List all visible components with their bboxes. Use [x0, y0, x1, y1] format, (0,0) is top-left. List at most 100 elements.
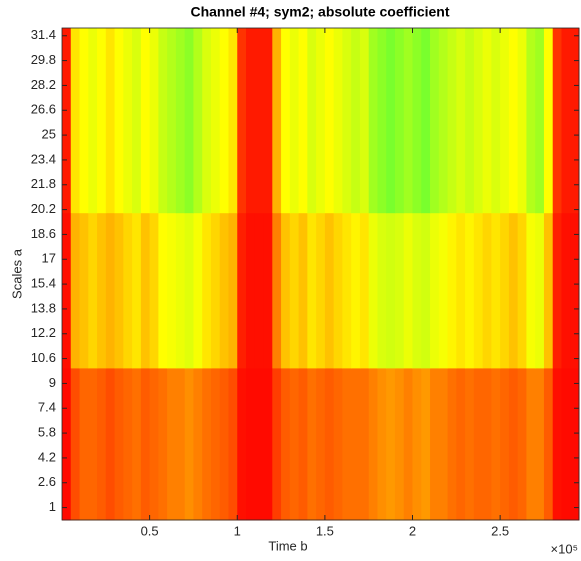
heatmap-cell	[552, 28, 562, 214]
heatmap-cell	[272, 28, 282, 214]
heatmap-cell	[543, 212, 554, 369]
x-tick-label: 1	[234, 523, 241, 538]
heatmap-cell	[184, 212, 194, 369]
heatmap-cell	[254, 28, 265, 214]
heatmap-cell	[342, 28, 352, 214]
heatmap-cell	[430, 212, 440, 369]
heatmap-cell	[167, 212, 177, 369]
heatmap-cell	[517, 367, 527, 521]
heatmap-cell	[543, 367, 554, 521]
heatmap-cell	[62, 212, 72, 369]
heatmap-cell	[430, 28, 440, 214]
heatmap-cell	[70, 212, 81, 369]
heatmap-cell	[79, 367, 89, 521]
heatmap-cell	[421, 28, 431, 214]
heatmap-cell	[377, 28, 387, 214]
heatmap-cell	[123, 28, 133, 214]
heatmap-cell	[219, 28, 229, 214]
heatmap-cell	[500, 367, 510, 521]
heatmap-cell	[482, 367, 492, 521]
x-tick-label: 0.5	[141, 523, 159, 538]
heatmap-cell	[158, 367, 168, 521]
heatmap-cell	[246, 28, 256, 214]
heatmap-cell	[202, 28, 212, 214]
heatmap-cell	[447, 367, 457, 521]
heatmap-cell	[140, 212, 151, 369]
heatmap-cell	[508, 367, 519, 521]
heatmap-cell	[465, 28, 475, 214]
heatmap-cell	[465, 212, 475, 369]
heatmap-cell	[359, 28, 370, 214]
heatmap-cell	[316, 212, 326, 369]
heatmap-cell	[228, 367, 238, 521]
heatmap-cell	[97, 28, 107, 214]
heatmap-cell	[570, 212, 580, 369]
y-tick-label: 17	[42, 251, 56, 266]
heatmap-cell	[105, 28, 116, 214]
heatmap-cell	[246, 212, 256, 369]
heatmap-cell	[193, 367, 203, 521]
heatmap-cell	[307, 28, 317, 214]
heatmap-cell	[254, 367, 265, 521]
y-tick-label: 25	[42, 127, 56, 142]
heatmap-cell	[88, 28, 98, 214]
heatmap-cell	[561, 28, 571, 214]
heatmap-cell	[307, 212, 317, 369]
heatmap-cell	[105, 367, 116, 521]
heatmap-cell	[123, 367, 133, 521]
heatmap-cell	[473, 28, 484, 214]
y-tick-label: 15.4	[31, 276, 56, 291]
y-tick-label: 2.6	[38, 474, 56, 489]
heatmap-cell	[351, 28, 361, 214]
heatmap-cell	[219, 212, 229, 369]
heatmap-cell	[526, 212, 536, 369]
plot-frame	[61, 27, 580, 521]
y-tick-label: 29.8	[31, 52, 56, 67]
heatmap-cell	[123, 212, 133, 369]
heatmap-cell	[184, 367, 194, 521]
heatmap-cell	[237, 367, 247, 521]
heatmap-cell	[228, 28, 238, 214]
heatmap-cell	[386, 28, 396, 214]
heatmap-cell	[79, 212, 89, 369]
heatmap-cell	[324, 212, 335, 369]
heatmap-cell	[316, 367, 326, 521]
y-tick-label: 13.8	[31, 300, 56, 315]
heatmap-cell	[438, 28, 449, 214]
heatmap-cell	[500, 212, 510, 369]
chart-title: Channel #4; sym2; absolute coefficient	[190, 4, 449, 20]
heatmap-cell	[508, 28, 519, 214]
heatmap-cell	[298, 28, 308, 214]
heatmap-cell	[500, 28, 510, 214]
heatmap-cell	[289, 367, 300, 521]
heatmap-cell	[552, 367, 562, 521]
heatmap-cell	[465, 367, 475, 521]
heatmap-cell	[175, 212, 186, 369]
heatmap-cell	[351, 367, 361, 521]
heatmap-cell	[202, 367, 212, 521]
y-tick-label: 5.8	[38, 425, 56, 440]
heatmap-cell	[79, 28, 89, 214]
heatmap-cell	[491, 367, 501, 521]
heatmap-cell	[394, 28, 405, 214]
x-tick-label: 2	[409, 523, 416, 538]
heatmap-cell	[132, 367, 142, 521]
heatmap-cell	[88, 212, 98, 369]
heatmap-cell	[237, 28, 247, 214]
heatmap-cell	[491, 28, 501, 214]
heatmap-cell	[394, 212, 405, 369]
heatmap-cell	[62, 367, 72, 521]
heatmap-cell	[351, 212, 361, 369]
y-tick-label: 23.4	[31, 151, 56, 166]
heatmap-cell	[377, 212, 387, 369]
heatmap-cell	[70, 367, 81, 521]
heatmap-cell	[324, 28, 335, 214]
heatmap-cell	[438, 212, 449, 369]
heatmap-cell	[517, 28, 527, 214]
heatmap-cell	[70, 28, 81, 214]
heatmap-cell	[359, 367, 370, 521]
y-tick-label: 1	[49, 499, 56, 514]
y-tick-label: 20.2	[31, 201, 56, 216]
heatmap-cell	[456, 28, 466, 214]
